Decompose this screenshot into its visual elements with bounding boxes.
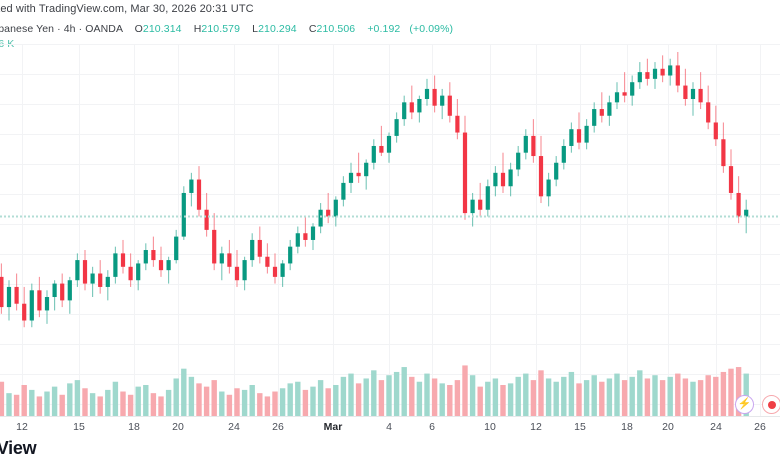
symbol-info-bar: nd / Japanese Yen · 4h · OANDA O210.314 … <box>0 23 453 35</box>
time-axis-tick: 26 <box>754 421 766 433</box>
time-axis[interactable]: 12 15 18 20 24 26 Mar 4 6 10 12 15 18 20 24 26 <box>0 416 780 441</box>
time-axis-tick: 10 <box>484 421 496 433</box>
open-value: 210.314 <box>142 23 182 35</box>
record-dot-icon <box>767 400 776 409</box>
symbol-title: nd / Japanese Yen · 4h · OANDA <box>0 23 123 35</box>
replay-button[interactable] <box>762 395 780 414</box>
time-axis-tick: 20 <box>662 421 674 433</box>
chart-gridlines <box>0 44 780 416</box>
time-axis-tick: 12 <box>16 421 28 433</box>
time-axis-tick: 18 <box>621 421 633 433</box>
time-axis-tick: 6 <box>429 421 435 433</box>
close-label: C <box>308 23 317 35</box>
tradingview-watermark: dingView <box>0 438 37 458</box>
time-axis-tick: 4 <box>386 421 392 433</box>
candlestick-series <box>0 52 780 416</box>
high-label: H <box>193 23 202 35</box>
high-value: 210.579 <box>201 23 241 35</box>
chart-plot-area[interactable] <box>0 44 780 416</box>
time-axis-tick: 12 <box>530 421 542 433</box>
open-label: O <box>134 23 143 35</box>
close-value: 210.506 <box>316 23 356 35</box>
low-label: L <box>252 23 259 35</box>
time-axis-tick: 15 <box>73 421 85 433</box>
boost-button[interactable]: ⚡ <box>735 395 754 414</box>
change-percent: (+0.09%) <box>409 23 454 35</box>
lightning-bolt-icon: ⚡ <box>737 398 752 410</box>
time-axis-tick: 24 <box>228 421 240 433</box>
chart-created-caption: n created with TradingView.com, Mar 30, … <box>0 3 254 15</box>
time-axis-tick: 24 <box>710 421 722 433</box>
time-axis-tick: 26 <box>272 421 284 433</box>
time-axis-tick: 15 <box>574 421 586 433</box>
time-axis-tick: 18 <box>128 421 140 433</box>
time-axis-tick: 20 <box>172 421 184 433</box>
change-absolute: +0.192 <box>367 23 401 35</box>
low-value: 210.294 <box>258 23 297 35</box>
time-axis-tick: Mar <box>323 421 343 433</box>
